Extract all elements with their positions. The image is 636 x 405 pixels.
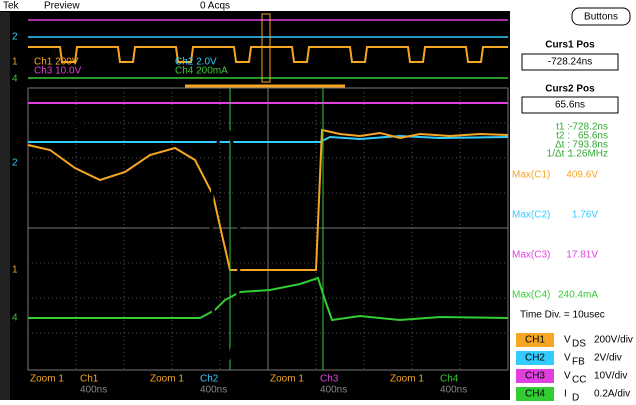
- zoom-channel: Ch3: [320, 374, 339, 385]
- legend-channel: CH1: [525, 335, 545, 346]
- legend-channel: CH2: [525, 353, 545, 364]
- zoom-time: 400ns: [320, 385, 347, 396]
- measure-value: 1.76V: [572, 210, 598, 221]
- zoom-channel: Ch4: [440, 374, 459, 385]
- measure-label: Max(C4): [512, 290, 550, 301]
- measure-label: Max(C2): [512, 210, 550, 221]
- legend-scale: 200V/div: [594, 335, 633, 346]
- overview-label: Ch3 10.0V: [34, 66, 82, 77]
- legend-symbol: V: [564, 371, 571, 382]
- annotation: Vfb: [65, 119, 81, 130]
- cursor-value: 65.6ns: [555, 100, 585, 111]
- measure-label: Max(C1): [512, 170, 550, 181]
- legend-sub: DS: [572, 339, 586, 350]
- legend-sub: FB: [572, 357, 585, 368]
- scope-screen: Tek Preview 0 Acqs Ch1 200V Ch2 2.0V Ch3…: [0, 0, 636, 405]
- legend-scale: 2V/div: [594, 353, 622, 364]
- zoom-channel: Ch1: [80, 374, 99, 385]
- channel-marker: 2: [12, 158, 18, 169]
- readout-value: 1.26MHz: [568, 149, 608, 160]
- channel-marker: 2: [12, 32, 18, 43]
- readout-label: 1/Δt :: [547, 149, 570, 160]
- legend-symbol: I: [564, 389, 567, 400]
- legend-scale: 0.2A/div: [594, 389, 630, 400]
- page: Tek Preview 0 Acqs Ch1 200V Ch2 2.0V Ch3…: [0, 0, 636, 405]
- mode: Preview: [44, 1, 80, 12]
- time-div: Time Div. = 10usec: [520, 310, 605, 321]
- zoom-channel: Ch2: [200, 374, 219, 385]
- annotation: Id: [70, 285, 79, 296]
- measure-label: Max(C3): [512, 250, 550, 261]
- measure-value: 409.6V: [566, 170, 598, 181]
- channel-marker: 4: [12, 74, 18, 85]
- cursor-title: Curs2 Pos: [545, 84, 595, 95]
- annotation: Vds: [110, 146, 129, 157]
- legend-sub: D: [572, 393, 579, 404]
- brand: Tek: [3, 1, 20, 12]
- annotation: VCC: [362, 118, 383, 129]
- zoom-label: Zoom 1: [270, 374, 304, 385]
- zoom-time: 400ns: [440, 385, 467, 396]
- zoom-time: 400ns: [200, 385, 227, 396]
- measure-value: 17.81V: [566, 250, 598, 261]
- zoom-label: Zoom 1: [150, 374, 184, 385]
- channel-marker: 1: [12, 57, 18, 68]
- zoom-label: Zoom 1: [30, 374, 64, 385]
- acq-count: 0 Acqs: [200, 1, 230, 12]
- zoom-time: 400ns: [80, 385, 107, 396]
- cursor-title: Curs1 Pos: [545, 40, 595, 51]
- annotation: ZVS: [142, 261, 162, 272]
- cursor-value: -728.24ns: [548, 57, 592, 68]
- measure-value: 240.4mA: [558, 290, 598, 301]
- legend-scale: 10V/div: [594, 371, 627, 382]
- legend-channel: CH3: [525, 371, 545, 382]
- zoom-label: Zoom 1: [390, 374, 424, 385]
- channel-marker: 4: [12, 313, 18, 324]
- channel-marker: 1: [12, 265, 18, 276]
- legend-symbol: V: [564, 335, 571, 346]
- legend-sub: CC: [572, 375, 586, 386]
- legend-symbol: V: [564, 353, 571, 364]
- buttons-label[interactable]: Buttons: [584, 12, 618, 23]
- legend-channel: CH4: [525, 389, 545, 400]
- marker-strip: [0, 12, 10, 400]
- overview-label: Ch4 200mA: [175, 66, 228, 77]
